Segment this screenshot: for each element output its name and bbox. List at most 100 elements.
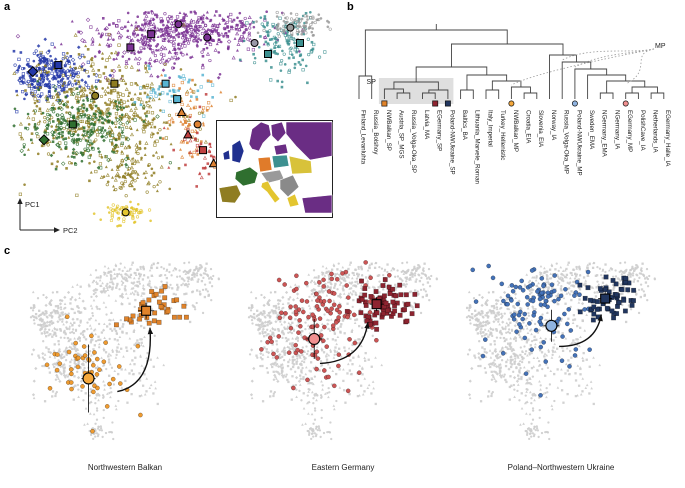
population-marker — [444, 100, 451, 107]
background-point-cloud — [29, 290, 86, 339]
projection-points — [259, 260, 420, 394]
population-marker — [622, 100, 629, 107]
leaf-label: Russia_Bolshoy — [372, 110, 379, 155]
leaf-label: EGermany_MP — [626, 110, 633, 152]
population-marker — [381, 100, 388, 107]
leaf-label: Finland_Levanluhta — [359, 110, 366, 165]
population-marker — [508, 100, 515, 107]
background-point-cloud — [182, 261, 220, 288]
background-point-cloud — [88, 421, 115, 441]
projection-panel-2: Eastern Germany — [243, 258, 443, 472]
panel-label-b: b — [347, 1, 354, 13]
subplot-caption: Northwestern Balkan — [87, 463, 163, 472]
map-region-greece — [286, 193, 300, 208]
projection-panel-3: Poland–Northwestern Ukraine — [461, 258, 661, 472]
background-point-cloud — [524, 421, 551, 441]
map-region-ukraine — [288, 155, 313, 175]
background-point-cloud — [173, 261, 221, 324]
pc2-arrowhead — [54, 227, 60, 233]
leaf-label: EGermany_SP — [436, 110, 443, 151]
leaf-label: Norway_IA — [550, 110, 557, 141]
shift-arrow — [319, 321, 369, 365]
map-regions — [218, 121, 333, 214]
mp-connector-lines — [511, 48, 655, 86]
projection-points — [44, 284, 189, 434]
background-point-cloud — [466, 289, 592, 426]
leaf-label: Baltics_BA — [461, 110, 468, 141]
panel-label-a: a — [4, 1, 11, 13]
mp-label: MP — [655, 43, 666, 50]
map-region-poland — [271, 154, 290, 169]
pca-scatter-plot: PC1 PC2 — [12, 10, 332, 235]
map-region-iberia — [218, 184, 242, 204]
map-region-turkey — [301, 194, 333, 214]
shift-arrow — [117, 327, 152, 393]
map-region-italy — [260, 180, 281, 204]
background-point-cloud — [248, 289, 374, 426]
leaf-label: PolishCave_IA — [639, 110, 646, 151]
leaf-label: EGermany_Halle_IA — [664, 110, 671, 167]
background-point-cloud — [295, 381, 338, 428]
leaf-label: Russia_Volga-Oka_SP — [410, 110, 417, 173]
leaf-label: Slovenia_EIA — [537, 110, 544, 148]
pc2-axis-label: PC2 — [63, 226, 78, 235]
leaf-label: Sweden_EMA — [588, 110, 595, 150]
leaf-label: Poland-NWUkraine_MP — [575, 110, 582, 176]
pc-axes: PC1 PC2 — [17, 198, 78, 235]
background-point-cloud — [247, 290, 304, 339]
map-region-ireland — [222, 149, 231, 161]
background-point-cloud — [30, 289, 156, 426]
panel-label-c: c — [4, 245, 11, 257]
leaf-label: Poland-NWUkraine_SP — [448, 110, 455, 175]
map-region-balkans — [279, 174, 300, 198]
leaf-label: Russia_Volga-Oka_MP — [563, 110, 570, 174]
map-region-britain — [231, 139, 245, 164]
sp-mean-marker — [600, 293, 611, 304]
map-region-baltic — [273, 143, 289, 156]
pc1-arrowhead — [17, 198, 23, 204]
background-point-cloud — [344, 338, 384, 406]
mp-mean-marker — [82, 372, 95, 385]
sp-mean-marker — [371, 299, 382, 310]
leaf-label: Latvia_MA — [423, 110, 430, 140]
pca-point-layer — [12, 10, 332, 228]
background-point-cloud — [31, 324, 106, 401]
leaf-label: Croatia_EIA — [525, 110, 532, 144]
leaf-label: Italy_Imperial — [486, 110, 493, 147]
map-region-france — [234, 166, 259, 187]
cluster-teal — [238, 10, 327, 89]
background-point-cloud — [513, 381, 556, 428]
map-region-scandinavia — [248, 121, 272, 152]
sp-mean-marker — [141, 305, 152, 316]
europe-inset-map — [216, 120, 333, 218]
pc1-axis-label: PC1 — [25, 200, 40, 209]
leaf-label: NGermany_EMA — [601, 110, 608, 158]
background-point-cloud — [293, 261, 416, 309]
leaf-label: Turkey_Hellenistic — [499, 110, 506, 160]
subplot-caption: Eastern Germany — [311, 463, 375, 472]
background-point-cloud — [400, 261, 438, 288]
tree-links — [358, 24, 665, 99]
background-point-cloud — [126, 338, 166, 406]
projection-panel-1: Northwestern Balkan — [25, 258, 225, 472]
mp-mean-marker — [545, 319, 558, 332]
map-region-finland — [270, 121, 287, 143]
population-marker — [432, 100, 439, 107]
map-region-east-europe — [285, 121, 333, 161]
leaf-label: NWBalkan_MP — [512, 110, 519, 152]
cluster-olive-trail — [88, 142, 172, 198]
population-marker — [571, 100, 578, 107]
background-point-cloud — [306, 421, 333, 441]
leaf-label: NWBalkan_SP — [385, 110, 392, 151]
background-point-cloud — [562, 338, 602, 406]
leaf-label: Lithuania_Marvele_Roman — [474, 110, 481, 185]
background-point-cloud — [71, 270, 173, 326]
leaf-label: Netherlands_IA — [652, 110, 659, 154]
arrowhead — [147, 327, 154, 335]
population-mean-markers — [27, 20, 304, 217]
mp-mean-marker — [308, 332, 321, 346]
projection-plot-poland-nw-ukraine — [465, 261, 657, 441]
arrowhead — [597, 314, 603, 322]
map-region-germany — [257, 156, 273, 173]
